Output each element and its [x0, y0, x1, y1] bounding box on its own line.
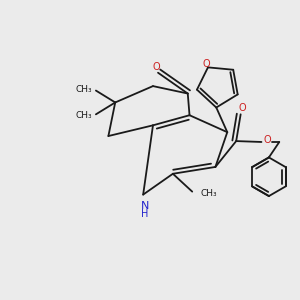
Text: H: H: [141, 209, 148, 219]
Text: CH₃: CH₃: [200, 189, 217, 198]
Text: O: O: [264, 135, 271, 145]
Text: O: O: [238, 103, 246, 113]
Text: CH₃: CH₃: [76, 85, 92, 94]
Text: O: O: [153, 62, 160, 72]
Text: N: N: [140, 201, 149, 211]
Text: CH₃: CH₃: [76, 111, 92, 120]
Text: O: O: [203, 59, 210, 69]
